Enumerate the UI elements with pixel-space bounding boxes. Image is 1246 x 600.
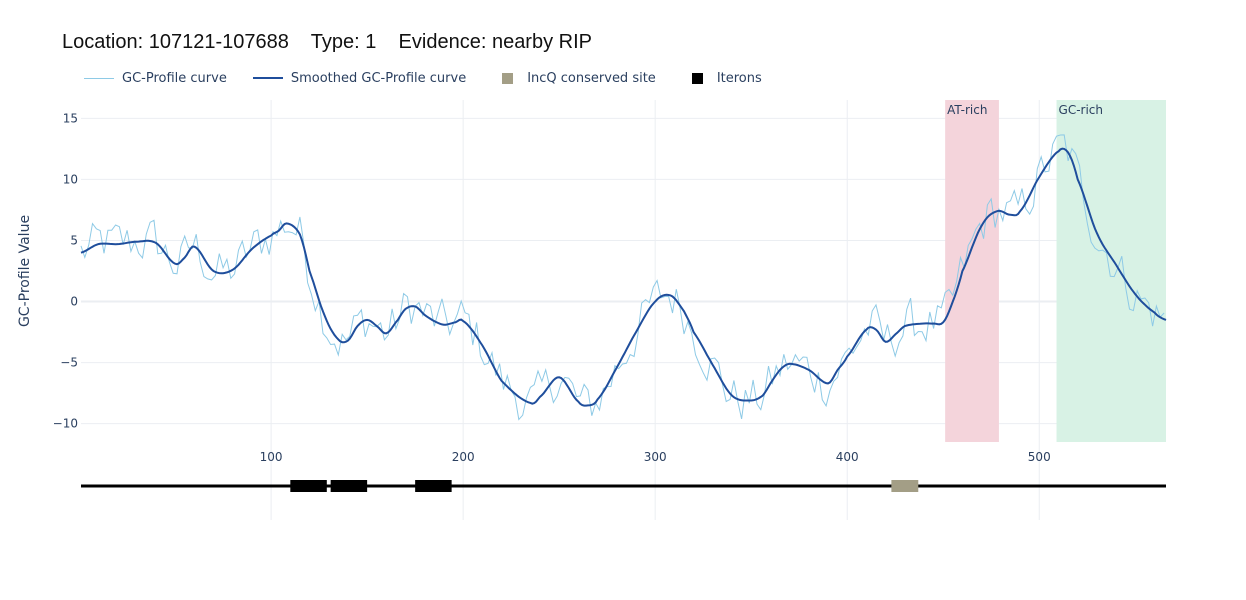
x-tick-label: 400 [836, 450, 859, 464]
x-tick-label: 500 [1028, 450, 1051, 464]
smoothed-gc-profile-curve [80, 147, 1167, 407]
x-tick-label: 200 [452, 450, 475, 464]
legend-item-iterons[interactable]: Iterons [682, 71, 762, 86]
gc-profile-curve [80, 134, 1165, 421]
region-label-gc-rich: GC-rich [1059, 103, 1103, 117]
y-tick-label: −5 [60, 356, 78, 370]
y-tick-label: −10 [53, 417, 78, 431]
incq-conserved-site-feature [891, 480, 919, 492]
legend-item-smoothed[interactable]: Smoothed GC-Profile curve [252, 70, 467, 86]
y-tick-label: 5 [70, 233, 78, 247]
legend-label-iterons: Iterons [716, 70, 762, 86]
y-tick-label: 15 [63, 111, 78, 125]
iteron-feature [330, 480, 368, 492]
iteron-feature [415, 480, 452, 492]
y-axis-label: GC-Profile Value [17, 215, 33, 327]
legend-swatch-incq [502, 72, 514, 84]
legend-swatch-gc-profile [84, 77, 114, 79]
region-label-at-rich: AT-rich [947, 103, 987, 117]
grid [81, 100, 1166, 520]
region-gc-rich [1056, 100, 1166, 442]
legend-label-incq: IncQ conserved site [527, 70, 656, 86]
regions: AT-rich GC-rich [945, 100, 1166, 442]
feature-track [81, 480, 1166, 492]
legend-item-gc-profile[interactable]: GC-Profile curve [84, 71, 227, 86]
chart-title: Location: 107121-107688 Type: 1 Evidence… [62, 31, 592, 53]
legend-swatch-smoothed [252, 77, 283, 79]
iteron-feature [290, 480, 327, 492]
legend: GC-Profile curve Smoothed GC-Profile cur… [84, 69, 788, 87]
region-at-rich [945, 100, 999, 442]
legend-item-incq[interactable]: IncQ conserved site [492, 71, 656, 86]
legend-label-gc-profile: GC-Profile curve [122, 70, 227, 86]
series [80, 134, 1167, 421]
legend-label-smoothed: Smoothed GC-Profile curve [290, 70, 467, 86]
x-tick-label: 100 [260, 450, 283, 464]
legend-swatch-iterons [691, 72, 703, 84]
y-tick-label: 10 [63, 172, 78, 186]
y-tick-label: 0 [70, 295, 78, 309]
x-tick-label: 300 [644, 450, 667, 464]
ticks: −10 −5 0 5 10 15 100 200 300 400 500 [53, 111, 1051, 464]
